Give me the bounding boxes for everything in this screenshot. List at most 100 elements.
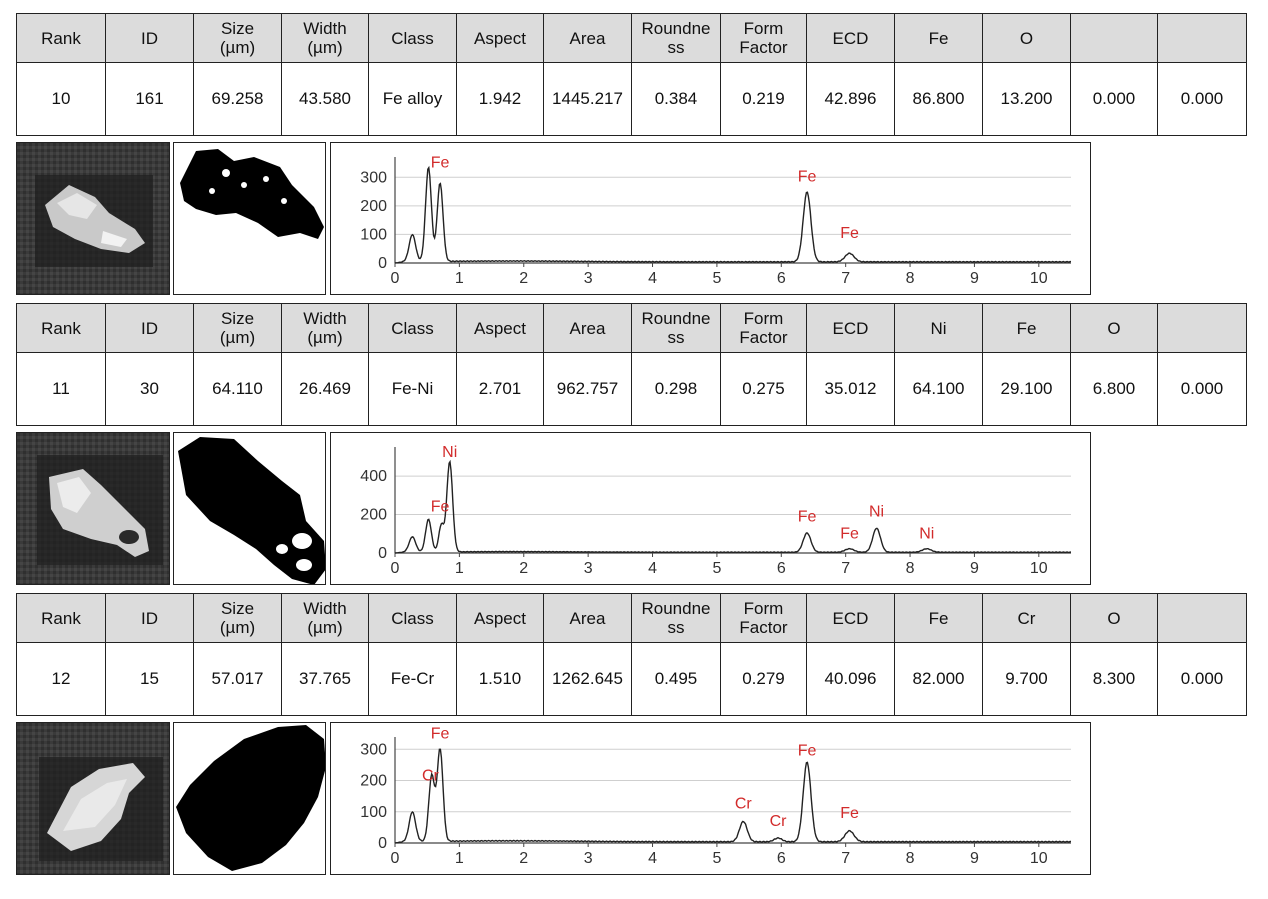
header-cell: Fe	[894, 13, 983, 63]
header-cell: Width (µm)	[281, 303, 369, 353]
particle-mask-graphic	[176, 725, 325, 871]
header-cell: Size (µm)	[193, 593, 282, 643]
value-cell: 0.298	[631, 352, 721, 426]
x-tick-label: 0	[391, 560, 400, 577]
value-cell: 1445.217	[543, 62, 632, 136]
particle-table-1: Rank ID Size (µm) Width (µm) Class Aspect …	[16, 13, 1247, 136]
header-cell: O	[982, 13, 1071, 63]
axes: 0 100 200 300 0 1 2 3 4 5 6 7 8 9 10	[360, 737, 1071, 867]
table-row: 10 161 69.258 43.580 Fe alloy 1.942 1445…	[16, 62, 1247, 136]
peak-label: Cr	[422, 768, 440, 785]
table-header-row: Rank ID Size (µm) Width (µm) Class Aspect …	[16, 13, 1247, 63]
header-cell: Area	[543, 593, 632, 643]
header-cell: O	[1070, 303, 1158, 353]
header-cell: ECD	[806, 13, 895, 63]
peak-label: Fe	[840, 225, 859, 242]
value-cell: 2.701	[456, 352, 544, 426]
header-cell: Form Factor	[720, 13, 807, 63]
header-cell: Rank	[16, 303, 106, 353]
header-cell	[1157, 303, 1247, 353]
y-tick-label: 100	[360, 226, 387, 243]
y-tick-label: 0	[378, 835, 387, 852]
value-cell: 6.800	[1070, 352, 1158, 426]
header-cell: Rank	[16, 13, 106, 63]
x-tick-label: 3	[584, 270, 593, 287]
x-tick-label: 9	[970, 270, 979, 287]
spectrum-line	[394, 459, 1071, 554]
value-cell: 29.100	[982, 352, 1071, 426]
x-tick-label: 7	[841, 270, 850, 287]
x-tick-label: 9	[970, 850, 979, 867]
header-cell: Size (µm)	[193, 303, 282, 353]
y-tick-label: 400	[360, 468, 387, 485]
header-cell	[1157, 13, 1247, 63]
header-cell: Class	[368, 13, 457, 63]
axes: 0 200 400 0 1 2 3 4 5 6 7 8 9 10	[360, 447, 1071, 577]
particle-mask-graphic	[180, 149, 324, 239]
value-cell: 0.495	[631, 642, 721, 716]
value-cell: 30	[105, 352, 194, 426]
value-cell: 64.100	[894, 352, 983, 426]
x-tick-label: 6	[777, 850, 786, 867]
value-cell: 0.275	[720, 352, 807, 426]
header-cell: Form Factor	[720, 303, 807, 353]
x-tick-label: 3	[584, 850, 593, 867]
eds-spectrum-chart: 0 100 200 300 0 1 2 3 4 5 6 7 8 9 10 Fe Fe Fe	[330, 142, 1091, 295]
x-tick-label: 0	[391, 850, 400, 867]
sem-particle-graphic	[17, 143, 169, 294]
peak-label: Fe	[431, 499, 450, 516]
peak-label: Fe	[798, 169, 817, 186]
x-tick-label: 8	[906, 560, 915, 577]
y-tick-label: 100	[360, 804, 387, 821]
x-tick-label: 8	[906, 270, 915, 287]
y-tick-label: 200	[360, 507, 387, 524]
x-tick-label: 3	[584, 560, 593, 577]
peak-label: Ni	[919, 526, 934, 543]
spectrum-svg: 0 200 400 0 1 2 3 4 5 6 7 8 9 10 Ni Fe Fe Fe Ni Ni	[360, 444, 1071, 577]
x-tick-label: 10	[1030, 850, 1048, 867]
particle-table-3: Rank ID Size (µm) Width (µm) Class Aspect …	[16, 593, 1247, 716]
peak-label: Fe	[431, 154, 450, 171]
value-cell: 0.000	[1070, 62, 1158, 136]
value-cell: 12	[16, 642, 106, 716]
header-cell: Roundne ss	[631, 303, 721, 353]
sem-particle-graphic	[17, 433, 169, 584]
header-cell: ID	[105, 303, 194, 353]
value-cell: 15	[105, 642, 194, 716]
particle-table-2: Rank ID Size (µm) Width (µm) Class Aspect …	[16, 303, 1247, 426]
peak-label: Fe	[431, 725, 450, 742]
value-cell: 10	[16, 62, 106, 136]
value-cell: 43.580	[281, 62, 369, 136]
value-cell: 0.000	[1157, 642, 1247, 716]
eds-spectrum-chart: 0 200 400 0 1 2 3 4 5 6 7 8 9 10 Ni Fe Fe Fe Ni Ni	[330, 432, 1091, 585]
table-row: 12 15 57.017 37.765 Fe-Cr 1.510 1262.645…	[16, 642, 1247, 716]
header-cell: Aspect	[456, 593, 544, 643]
binary-mask-image	[173, 142, 326, 295]
x-tick-label: 1	[455, 560, 464, 577]
eds-spectrum-chart: 0 100 200 300 0 1 2 3 4 5 6 7 8 9 10 Fe Cr Cr Cr Fe Fe	[330, 722, 1091, 875]
x-tick-label: 1	[455, 270, 464, 287]
value-cell: Fe-Ni	[368, 352, 457, 426]
value-cell: 69.258	[193, 62, 282, 136]
spectrum-svg: 0 100 200 300 0 1 2 3 4 5 6 7 8 9 10 Fe Cr Cr Cr Fe Fe	[360, 725, 1071, 867]
value-cell: 0.000	[1157, 352, 1247, 426]
table-row: 11 30 64.110 26.469 Fe-Ni 2.701 962.757 …	[16, 352, 1247, 426]
spectrum-svg: 0 100 200 300 0 1 2 3 4 5 6 7 8 9 10 Fe Fe Fe	[360, 154, 1071, 287]
value-cell: Fe alloy	[368, 62, 457, 136]
header-cell: Roundne ss	[631, 13, 721, 63]
peak-label: Ni	[869, 503, 884, 520]
peak-label: Cr	[735, 796, 753, 813]
sem-image	[16, 722, 170, 875]
x-tick-label: 5	[712, 850, 721, 867]
header-cell: Size (µm)	[193, 13, 282, 63]
x-tick-label: 5	[712, 560, 721, 577]
value-cell: 0.000	[1157, 62, 1247, 136]
table-header-row: Rank ID Size (µm) Width (µm) Class Aspect …	[16, 303, 1247, 353]
header-cell: Class	[368, 303, 457, 353]
x-tick-label: 4	[648, 560, 657, 577]
value-cell: 40.096	[806, 642, 895, 716]
header-cell: ID	[105, 593, 194, 643]
x-tick-label: 9	[970, 560, 979, 577]
header-cell: Width (µm)	[281, 593, 369, 643]
value-cell: 8.300	[1070, 642, 1158, 716]
